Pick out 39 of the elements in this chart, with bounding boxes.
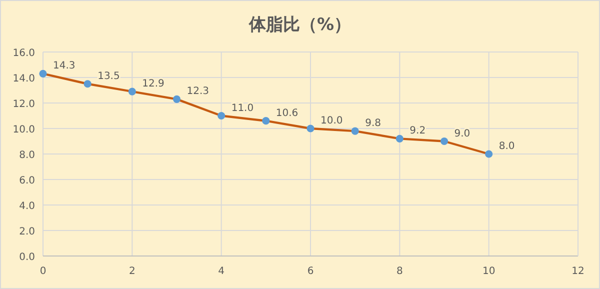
x-tick-label: 6 bbox=[307, 266, 314, 277]
x-tick-label: 8 bbox=[396, 266, 403, 277]
point bbox=[306, 124, 314, 132]
point bbox=[440, 137, 448, 146]
data-label: 9.2 bbox=[410, 126, 426, 137]
y-tick-label: 0.0 bbox=[19, 252, 35, 263]
data-label: 9.8 bbox=[365, 118, 381, 130]
x-tick-label: 0 bbox=[40, 266, 46, 277]
y-tick-label: 2.0 bbox=[19, 226, 35, 238]
data-label: 12.3 bbox=[186, 86, 210, 98]
chart-title: 体脂比（%） bbox=[248, 15, 352, 35]
x-tick-label: 12 bbox=[572, 266, 584, 277]
data-label: 10.0 bbox=[320, 116, 343, 126]
point bbox=[84, 80, 92, 88]
data-label: 8.0 bbox=[498, 141, 515, 152]
y-tick-label: 4.0 bbox=[19, 201, 35, 212]
x-tick-label: 4 bbox=[218, 266, 225, 277]
data-label: 9.0 bbox=[454, 128, 470, 140]
data-label: 11.0 bbox=[231, 102, 254, 114]
data-label: 10.6 bbox=[276, 108, 298, 119]
point bbox=[262, 117, 270, 125]
point bbox=[396, 134, 404, 142]
data-label: 14.3 bbox=[53, 60, 76, 72]
point bbox=[128, 88, 136, 96]
y-tick-label: 10.0 bbox=[12, 124, 35, 136]
y-tick-label: 8.0 bbox=[19, 150, 35, 161]
point bbox=[485, 150, 493, 158]
y-tick-label: 6.0 bbox=[19, 176, 35, 186]
point bbox=[39, 70, 47, 78]
data-label: 12.9 bbox=[142, 78, 164, 90]
y-tick-label: 14.0 bbox=[12, 74, 35, 84]
data-label: 13.5 bbox=[98, 70, 120, 82]
y-tick-label: 16.0 bbox=[12, 48, 35, 59]
y-tick-label: 12.0 bbox=[12, 99, 35, 110]
point bbox=[218, 112, 226, 120]
x-tick-label: 10 bbox=[482, 266, 496, 277]
x-tick-label: 2 bbox=[128, 266, 136, 277]
point bbox=[351, 127, 359, 135]
point bbox=[172, 95, 181, 103]
